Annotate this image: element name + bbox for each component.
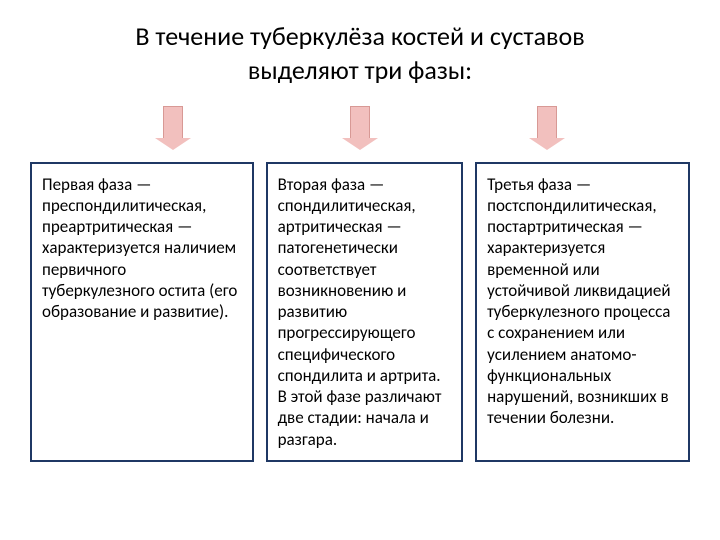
phase-box-1: Первая фаза — преспондилитическая, преар… (30, 162, 254, 462)
arrow-body-icon (163, 106, 183, 138)
phase-box-2: Вторая фаза — спондилитическая, артритич… (266, 162, 464, 462)
phase-text-1: Первая фаза — преспондилитическая, преар… (42, 174, 237, 323)
arrow-head-icon (155, 138, 191, 150)
title-line-1: В течение туберкулёза костей и суставов (135, 20, 584, 52)
arrow-body-icon (350, 106, 370, 138)
arrows-container (30, 106, 690, 150)
arrow-head-icon (342, 138, 378, 150)
arrow-body-icon (537, 106, 557, 138)
phase-text-3: Третья фаза — постспондилитическая, пост… (487, 174, 670, 429)
boxes-container: Первая фаза — преспондилитическая, преар… (30, 162, 690, 462)
page-title: В течение туберкулёза костей и суставов … (30, 20, 690, 88)
arrow-head-icon (529, 138, 565, 150)
arrow-2 (342, 106, 378, 150)
phase-text-2: Вторая фаза — спондилитическая, артритич… (278, 174, 442, 450)
title-line-2: выделяют три фазы: (248, 54, 472, 86)
phase-box-3: Третья фаза — постспондилитическая, пост… (475, 162, 690, 462)
arrow-1 (155, 106, 191, 150)
arrow-3 (529, 106, 565, 150)
